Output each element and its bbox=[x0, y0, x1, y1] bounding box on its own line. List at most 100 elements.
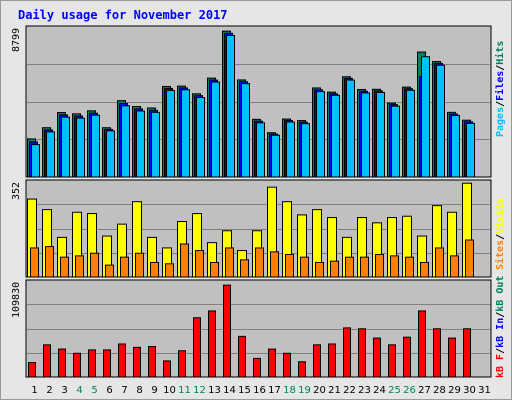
pages-bar bbox=[346, 79, 355, 178]
x-tick-label: 24 bbox=[373, 385, 386, 396]
pages-bar bbox=[286, 121, 295, 178]
sites-bar bbox=[465, 239, 474, 278]
pages-bar bbox=[226, 34, 235, 178]
pages-bar bbox=[121, 105, 130, 178]
legend-pages: Pages bbox=[495, 107, 506, 137]
kb-f-bar bbox=[388, 344, 396, 378]
x-tick-label: 18 bbox=[283, 385, 296, 396]
legend-hits: Hits bbox=[494, 41, 506, 65]
pages-bar bbox=[106, 130, 115, 178]
sites-bar bbox=[30, 247, 39, 278]
chart-title: Daily usage for November 2017 bbox=[18, 8, 228, 22]
sites-bar bbox=[105, 264, 114, 278]
pages-bar bbox=[166, 89, 175, 178]
x-tick-label: 26 bbox=[403, 385, 416, 396]
kb-f-bar bbox=[373, 337, 381, 378]
kb-f-bar bbox=[163, 360, 171, 378]
sites-bar bbox=[390, 255, 399, 278]
pages-bar bbox=[241, 83, 250, 178]
sites-bar bbox=[195, 250, 204, 278]
pages-bar bbox=[136, 110, 145, 178]
sites-bar bbox=[375, 254, 384, 278]
pages-bar bbox=[466, 122, 475, 178]
kb-f-bar bbox=[328, 343, 336, 378]
x-tick-label: 25 bbox=[388, 385, 401, 396]
sites-bar bbox=[60, 256, 69, 278]
sites-bar bbox=[285, 254, 294, 278]
visits-sites-panel bbox=[25, 179, 492, 278]
sites-bar bbox=[165, 263, 174, 278]
pages-bar bbox=[181, 89, 190, 178]
kb-transfer-panel bbox=[25, 279, 492, 378]
pages-bar bbox=[151, 111, 160, 178]
x-tick-label: 15 bbox=[238, 385, 251, 396]
sites-bar bbox=[345, 256, 354, 278]
sites-bar bbox=[360, 256, 369, 278]
legend-separator: / bbox=[495, 348, 506, 354]
sites-bar bbox=[435, 247, 444, 278]
sites-bar bbox=[150, 261, 159, 278]
kb-f-bar bbox=[283, 352, 291, 378]
x-tick-label: 22 bbox=[343, 385, 356, 396]
kb-f-bar bbox=[28, 362, 36, 378]
kb-f-bar bbox=[268, 348, 276, 378]
x-tick-label: 19 bbox=[298, 385, 311, 396]
x-tick-label: 8 bbox=[136, 385, 142, 396]
pages-bar bbox=[376, 91, 385, 178]
kb-f-bar bbox=[88, 349, 96, 378]
kb-f-bar bbox=[463, 328, 471, 378]
x-tick-label: 7 bbox=[121, 385, 127, 396]
x-tick-label: 2 bbox=[46, 385, 52, 396]
kb-f-bar bbox=[448, 337, 456, 378]
sites-bar bbox=[255, 247, 264, 278]
kb-f-bar bbox=[43, 344, 51, 378]
pages-bar bbox=[211, 81, 220, 178]
pages-bar bbox=[391, 105, 400, 178]
sites-bar bbox=[315, 261, 324, 278]
pages-bar bbox=[301, 123, 310, 178]
pages-bar bbox=[451, 115, 460, 178]
legend-kb-in: kB In bbox=[495, 318, 506, 348]
pages-bar bbox=[316, 91, 325, 178]
kb-f-bar bbox=[238, 335, 246, 378]
x-tick-label: 31 bbox=[478, 385, 491, 396]
legend-visits: Visits bbox=[494, 198, 506, 234]
legend-sites-visits: Sites/Visits bbox=[494, 198, 506, 270]
x-tick-label: 1 bbox=[31, 385, 37, 396]
kb-f-bar bbox=[298, 361, 306, 378]
kb-f-bar bbox=[418, 310, 426, 378]
sites-bar bbox=[75, 255, 84, 278]
kb-f-bar bbox=[313, 344, 321, 378]
legend-separator: / bbox=[495, 234, 506, 240]
pages-bar bbox=[31, 144, 40, 178]
kb-f-bar bbox=[253, 357, 261, 378]
legend-pages-files-hits: Pages/Files/Hits bbox=[494, 41, 506, 137]
sites-bar bbox=[240, 259, 249, 278]
legend-kb-out: kB Out bbox=[495, 276, 506, 312]
kb-f-bar bbox=[433, 328, 441, 378]
sites-bar bbox=[180, 243, 189, 278]
x-tick-label: 11 bbox=[178, 385, 191, 396]
x-tick-label: 21 bbox=[328, 385, 341, 396]
kb-f-bar bbox=[133, 346, 141, 378]
x-tick-label: 12 bbox=[193, 385, 206, 396]
sites-bar bbox=[210, 261, 219, 278]
x-tick-label: 28 bbox=[433, 385, 446, 396]
pages-bar bbox=[436, 64, 445, 178]
x-tick-label: 27 bbox=[418, 385, 431, 396]
x-axis-day-labels: 1 2 3 4 5 6 7 8 9 10 11 12 13 14 15 16 17 18 19 20 21 22 23 24 2… bbox=[31, 385, 491, 396]
sites-bar bbox=[45, 246, 54, 278]
y-max-label-visits: 352 bbox=[11, 182, 22, 200]
x-tick-label: 17 bbox=[268, 385, 281, 396]
x-tick-label: 6 bbox=[106, 385, 112, 396]
pages-bar bbox=[61, 116, 70, 178]
pages-bar bbox=[271, 134, 280, 178]
x-tick-label: 29 bbox=[448, 385, 461, 396]
pages-bar bbox=[91, 114, 100, 178]
kb-f-bar bbox=[103, 349, 111, 378]
pages-bar bbox=[406, 89, 415, 178]
x-tick-label: 10 bbox=[163, 385, 176, 396]
x-tick-label: 13 bbox=[208, 385, 221, 396]
legend-kb-f-in-out: kB F/kB In/kB Out bbox=[495, 276, 506, 378]
